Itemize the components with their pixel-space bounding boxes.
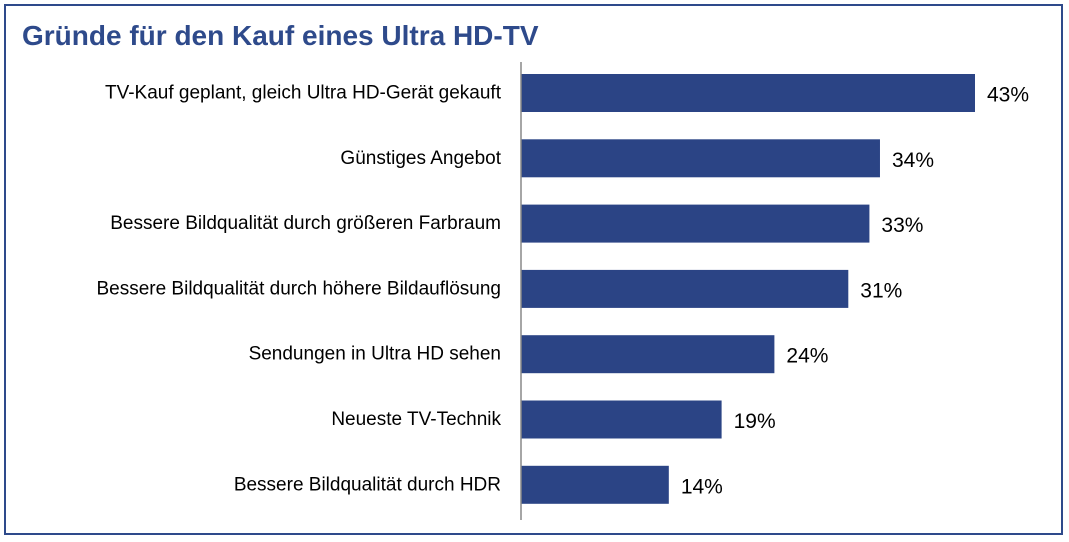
category-label: Neueste TV-Technik [331, 409, 501, 430]
category-label: Bessere Bildqualität durch größeren Farb… [110, 213, 501, 234]
bar [521, 204, 870, 243]
bar [521, 465, 669, 504]
bar-group: Günstiges Angebot 34% [340, 139, 934, 178]
category-label: TV-Kauf geplant, gleich Ultra HD-Gerät g… [105, 83, 502, 104]
chart-frame [4, 4, 1063, 535]
bar-group: Sendungen in Ultra HD sehen 24% [249, 335, 828, 374]
value-label: 14% [681, 475, 723, 498]
bars-layer: TV-Kauf geplant, gleich Ultra HD-Gerät g… [96, 74, 1029, 504]
bar-group: Bessere Bildqualität durch höhere Bildau… [96, 269, 902, 308]
bar-group: TV-Kauf geplant, gleich Ultra HD-Gerät g… [105, 74, 1029, 112]
bar [521, 74, 975, 112]
category-label: Günstiges Angebot [340, 148, 501, 169]
bar-group: Bessere Bildqualität durch HDR 14% [234, 465, 723, 504]
category-label: Bessere Bildqualität durch HDR [234, 474, 501, 495]
value-label: 33% [881, 214, 923, 237]
category-label: Sendungen in Ultra HD sehen [249, 344, 501, 365]
bar [521, 269, 849, 308]
value-label: 24% [786, 345, 828, 368]
bar-group: Neueste TV-Technik 19% [331, 400, 776, 439]
bar [521, 335, 775, 374]
value-label: 19% [734, 410, 776, 433]
bar [521, 400, 722, 439]
category-label: Bessere Bildqualität durch höhere Bildau… [96, 278, 501, 299]
value-label: 31% [860, 279, 902, 302]
bar-group: Bessere Bildqualität durch größeren Farb… [110, 204, 923, 243]
bar [521, 139, 880, 178]
chart-title: Gründe für den Kauf eines Ultra HD-TV [22, 20, 539, 51]
value-label: 43% [987, 84, 1029, 107]
value-label: 34% [892, 149, 934, 172]
